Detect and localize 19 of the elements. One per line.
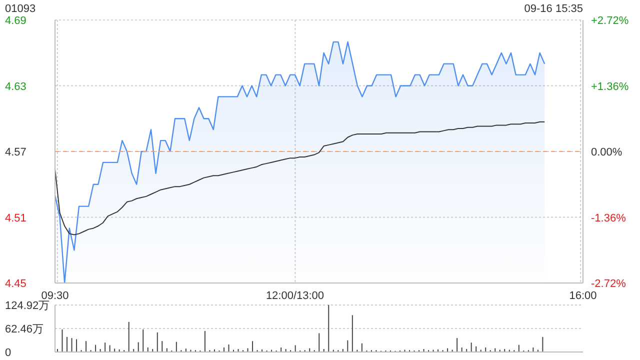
y-tick-label: 4.69 xyxy=(5,15,26,27)
y2-tick-label: +2.72% xyxy=(591,15,629,27)
y-tick-label: 4.57 xyxy=(5,146,26,158)
y-tick-label: 4.45 xyxy=(5,278,26,290)
y2-tick-label: +1.36% xyxy=(591,80,629,93)
chart-title: 01093 xyxy=(5,3,36,15)
x-tick-label: 09:30 xyxy=(41,290,69,302)
x-tick-label: 12:00/13:00 xyxy=(266,290,324,302)
y-tick-label: 4.63 xyxy=(5,80,26,93)
y-tick-label: 62.46万 xyxy=(5,324,44,336)
y-tick-label: 4.51 xyxy=(5,212,26,224)
y2-tick-label: -2.72% xyxy=(591,278,626,290)
x-tick-label: 16:00 xyxy=(569,290,597,302)
y2-tick-label: 0.00% xyxy=(591,146,622,158)
text: 09-16 15:35 xyxy=(524,3,583,15)
y-tick-label: 124.92万 xyxy=(5,300,50,312)
y2-tick-label: -1.36% xyxy=(591,212,626,224)
line-series xyxy=(54,121,546,236)
y-tick-label: 0 xyxy=(5,347,12,359)
